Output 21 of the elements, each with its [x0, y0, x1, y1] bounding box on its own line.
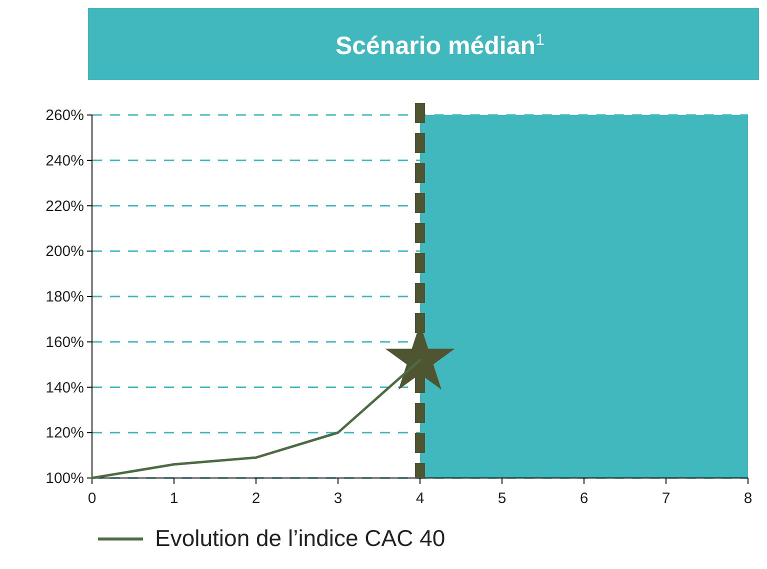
x-tick-label: 1	[170, 490, 178, 507]
x-tick-label: 4	[416, 490, 424, 507]
x-tick-label: 5	[498, 490, 506, 507]
y-tick-label: 120%	[46, 424, 84, 442]
y-tick-label: 100%	[46, 470, 84, 487]
line-series	[90, 358, 422, 480]
x-tick-label: 7	[662, 490, 670, 507]
y-tick-label: 140%	[46, 379, 84, 396]
x-tick-label: 0	[88, 490, 96, 507]
y-tick-label: 240%	[46, 152, 84, 170]
y-tick-label: 180%	[46, 288, 84, 306]
chart-title: Scénario médian$^{1}$	[335, 31, 545, 60]
x-tick-label: 8	[744, 490, 752, 507]
legend-label: Evolution de l’indice CAC 40	[155, 525, 446, 551]
x-tick-label: 3	[334, 490, 342, 507]
y-tick-label: 200%	[46, 243, 84, 260]
y-tick-label: 260%	[46, 107, 84, 124]
y-tick-label: 160%	[46, 334, 84, 351]
y-tick-label: 220%	[46, 198, 84, 215]
x-tick-label: 2	[252, 490, 260, 507]
x-tick-label: 6	[580, 490, 588, 507]
